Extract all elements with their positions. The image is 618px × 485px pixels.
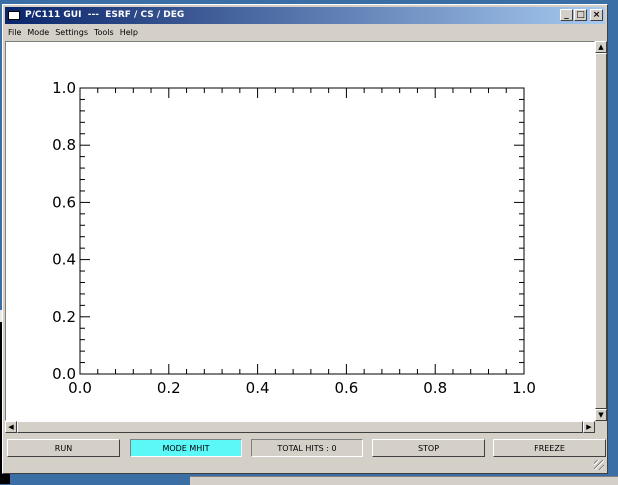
y-tick-label: 0.6 bbox=[52, 193, 76, 211]
y-tick-label: 0.8 bbox=[52, 136, 76, 154]
horizontal-scroll-thumb[interactable] bbox=[17, 421, 583, 433]
hit-plot: 0.0 0.2 0.4 0.6 0.8 1.0 0.0 0.2 0.4 0.6 0.8 1.0 bbox=[52, 79, 536, 397]
y-tick-label: 1.0 bbox=[52, 79, 76, 97]
x-tick-label: 0.0 bbox=[68, 379, 92, 397]
vertical-scroll-thumb[interactable] bbox=[595, 53, 607, 409]
y-tick-label: 0.4 bbox=[52, 251, 76, 269]
scroll-left-button[interactable]: ◀ bbox=[5, 421, 17, 433]
minimize-button[interactable]: _ bbox=[560, 9, 573, 21]
mode-button[interactable]: MODE MHIT bbox=[130, 439, 242, 457]
total-hits-display: TOTAL HITS : 0 bbox=[251, 439, 363, 457]
app-window: P/C111 GUI --- ESRF / CS / DEG _ □ × Fil… bbox=[2, 4, 608, 474]
close-button[interactable]: × bbox=[590, 9, 603, 21]
x-tick-label: 0.2 bbox=[157, 379, 181, 397]
x-tick-label: 0.6 bbox=[334, 379, 358, 397]
horizontal-scrollbar[interactable]: ◀ ▶ bbox=[5, 421, 595, 433]
freeze-button[interactable]: FREEZE bbox=[493, 439, 606, 457]
menu-tools[interactable]: Tools bbox=[94, 28, 114, 37]
y-tick-label: 0.2 bbox=[52, 308, 76, 326]
menu-help[interactable]: Help bbox=[119, 28, 138, 37]
run-button[interactable]: RUN bbox=[7, 439, 120, 457]
menu-file[interactable]: File bbox=[8, 28, 22, 37]
y-tick-label: 0.0 bbox=[52, 365, 76, 383]
maximize-button[interactable]: □ bbox=[574, 9, 587, 21]
vertical-scrollbar[interactable]: ▲ ▼ bbox=[595, 41, 607, 421]
taskbar-edge bbox=[190, 476, 618, 485]
y-tick-labels: 0.0 0.2 0.4 0.6 0.8 1.0 bbox=[52, 79, 76, 383]
menu-bar: File Mode Settings Tools Help bbox=[5, 25, 605, 41]
x-tick-label: 0.8 bbox=[423, 379, 447, 397]
x-tick-label: 1.0 bbox=[512, 379, 536, 397]
menu-settings[interactable]: Settings bbox=[55, 28, 88, 37]
scroll-right-button[interactable]: ▶ bbox=[583, 421, 595, 433]
menu-mode[interactable]: Mode bbox=[27, 28, 50, 37]
axis-ticks bbox=[79, 87, 525, 375]
window-title: P/C111 GUI --- ESRF / CS / DEG bbox=[25, 10, 185, 20]
app-icon[interactable] bbox=[8, 11, 20, 20]
title-bar[interactable]: P/C111 GUI --- ESRF / CS / DEG _ □ × bbox=[5, 7, 605, 24]
stop-button[interactable]: STOP bbox=[372, 439, 485, 457]
scroll-down-button[interactable]: ▼ bbox=[595, 409, 607, 421]
x-tick-labels: 0.0 0.2 0.4 0.6 0.8 1.0 bbox=[68, 379, 536, 397]
scroll-up-button[interactable]: ▲ bbox=[595, 41, 607, 53]
x-tick-label: 0.4 bbox=[246, 379, 270, 397]
resize-grip[interactable] bbox=[594, 460, 604, 470]
plot-frame bbox=[79, 87, 525, 375]
plot-canvas[interactable]: 0.0 0.2 0.4 0.6 0.8 1.0 0.0 0.2 0.4 0.6 0.8 1.0 bbox=[5, 41, 595, 421]
